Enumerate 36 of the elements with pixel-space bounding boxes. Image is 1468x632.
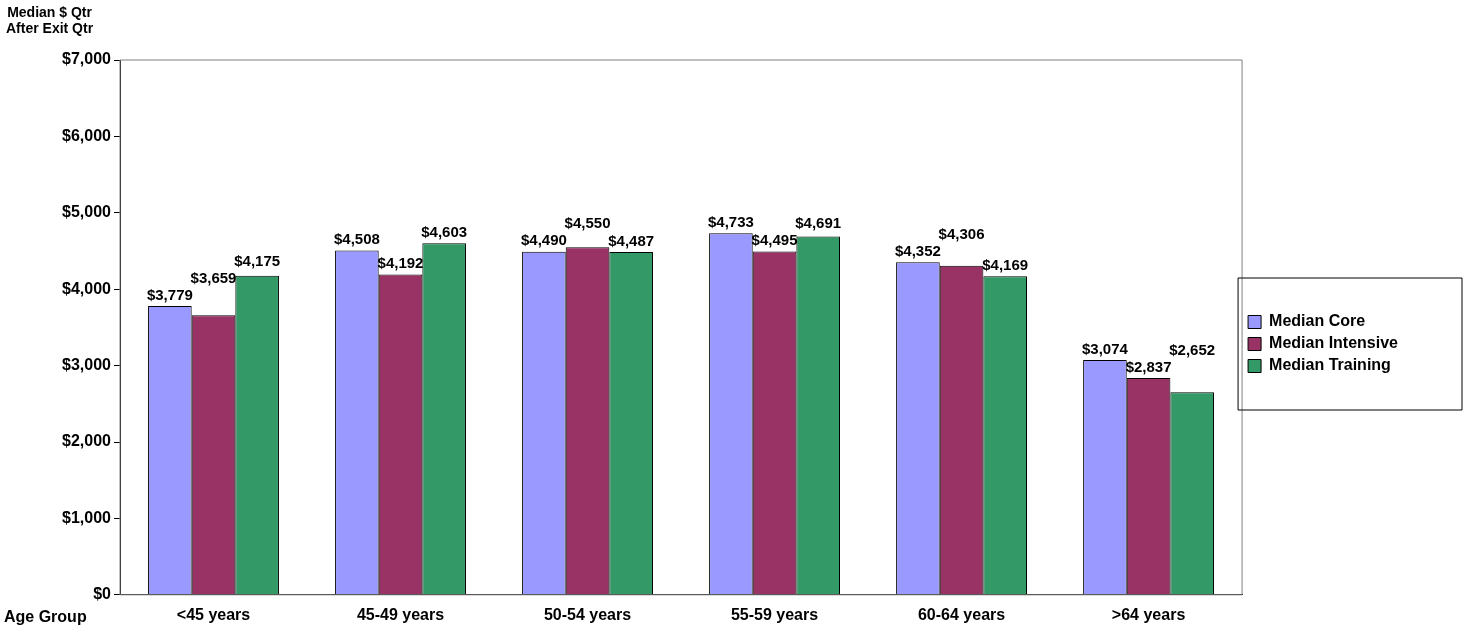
data-label: $4,495: [751, 231, 798, 249]
data-label: $3,779: [146, 285, 193, 303]
y-tick-label: $5,000: [62, 203, 112, 221]
data-label: $4,733: [707, 212, 754, 230]
data-label: $3,659: [190, 268, 237, 286]
legend-label: Median Intensive: [1269, 334, 1399, 352]
x-tick-label: <45 years: [176, 605, 251, 623]
data-label: $4,175: [234, 251, 281, 269]
data-label: $4,487: [608, 231, 655, 249]
data-label: $4,603: [421, 222, 468, 240]
data-label: $4,192: [377, 254, 424, 272]
y-tick-label: $0: [93, 585, 112, 603]
data-label: $4,490: [520, 231, 567, 249]
x-tick-label: 55-59 years: [730, 605, 819, 623]
y-tick-label: $4,000: [62, 279, 112, 297]
data-label: $4,352: [894, 241, 941, 259]
data-label: $4,306: [938, 224, 985, 242]
x-tick-label: 60-64 years: [917, 605, 1006, 623]
legend-label: Median Training: [1269, 356, 1391, 374]
x-axis-title: Age Group: [4, 608, 87, 626]
data-label: $4,169: [982, 255, 1029, 273]
y-tick-label: $3,000: [62, 356, 112, 374]
data-label: $4,508: [333, 230, 380, 248]
y-tick-label: $6,000: [62, 126, 112, 144]
data-label: $2,652: [1169, 340, 1216, 358]
data-label: $3,074: [1081, 339, 1129, 357]
y-axis-title: Median $ Qtr After Exit Qtr: [6, 4, 94, 36]
legend-label: Median Core: [1269, 312, 1366, 330]
x-tick-label: >64 years: [1111, 605, 1186, 623]
y-tick-label: $2,000: [62, 432, 112, 450]
x-tick-label: 50-54 years: [543, 605, 632, 623]
y-tick-label: $7,000: [62, 50, 112, 68]
data-label: $4,691: [795, 214, 842, 232]
x-tick-label: 45-49 years: [356, 605, 445, 623]
data-label: $4,550: [564, 214, 611, 232]
y-tick-label: $1,000: [62, 508, 112, 526]
